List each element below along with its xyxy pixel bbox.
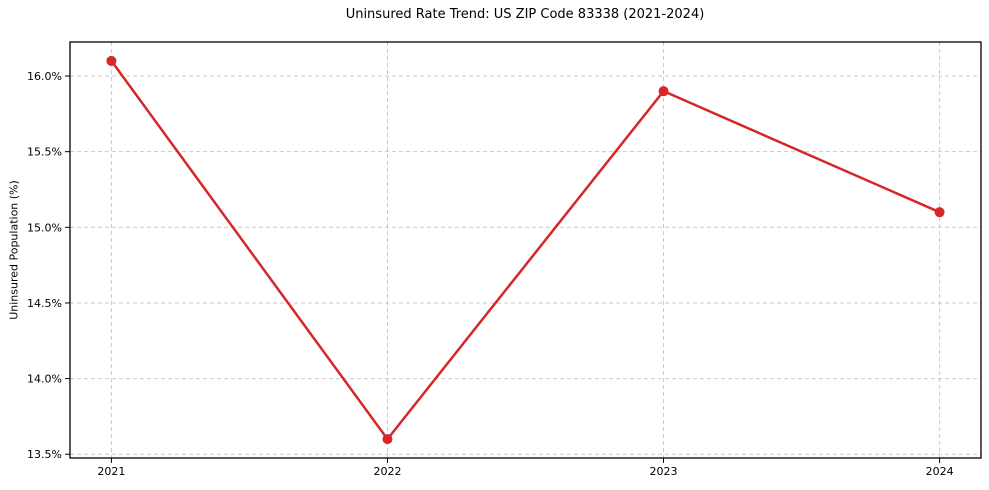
y-tick-label: 14.0% bbox=[27, 373, 62, 386]
trend-line bbox=[110, 59, 941, 441]
x-tick-label: 2021 bbox=[97, 465, 125, 478]
data-point-marker bbox=[658, 86, 669, 97]
y-tick-label: 14.5% bbox=[27, 297, 62, 310]
y-tick-label: 15.5% bbox=[27, 146, 62, 159]
plot-border bbox=[69, 41, 982, 459]
y-tick-label: 16.0% bbox=[27, 70, 62, 83]
data-point-marker bbox=[106, 55, 117, 66]
data-point-marker bbox=[382, 434, 393, 445]
x-tick-label: 2024 bbox=[926, 465, 954, 478]
y-tick-label: 13.5% bbox=[27, 448, 62, 461]
chart-title: Uninsured Rate Trend: US ZIP Code 83338 … bbox=[345, 7, 705, 22]
x-tick-label: 2022 bbox=[373, 465, 401, 478]
data-point-marker bbox=[934, 207, 945, 218]
x-tick-label: 2023 bbox=[650, 465, 678, 478]
y-tick-label: 15.0% bbox=[27, 221, 62, 234]
